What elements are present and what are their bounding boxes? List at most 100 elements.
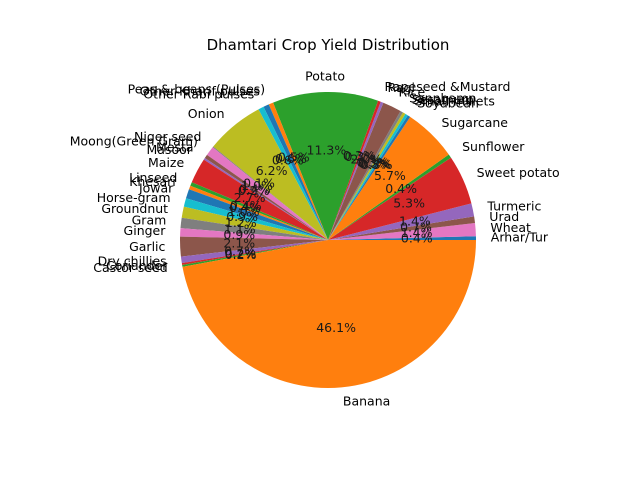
slice-label: Linseed <box>129 170 177 185</box>
slice-label: Jowar <box>138 181 174 196</box>
slice-percent-label: 0.9% <box>226 209 258 224</box>
slice-label: Potato <box>305 69 345 84</box>
pie-slice-ragi <box>328 101 384 241</box>
pie-slice-arhar-tur <box>328 236 476 240</box>
pie-slice-turmeric <box>328 203 475 240</box>
slice-percent-label: 0.3% <box>343 148 375 163</box>
slice-label: Masoor <box>146 142 192 157</box>
slice-label: Other Kharif pulses <box>140 84 260 99</box>
pie-slice-khesari <box>188 185 328 240</box>
slice-percent-label: 0.3% <box>358 155 390 170</box>
slice-percent-label: 0.3% <box>361 157 393 172</box>
slice-label: Gram <box>132 213 167 228</box>
pie-slice-horse-gram <box>183 198 328 240</box>
slice-label: Niger seed <box>134 129 201 144</box>
slice-label: Arhar/Tur <box>491 229 549 244</box>
pie-slice-potato <box>273 91 379 240</box>
pie-slice-urad <box>328 216 476 240</box>
slice-percent-label: 0.1% <box>243 176 275 191</box>
pie-slices <box>180 91 476 388</box>
slice-label: Sannhamp <box>409 90 476 105</box>
slice-label: Onion <box>188 106 225 121</box>
slice-label: Dry chillies <box>98 253 167 268</box>
slice-label: Sunflower <box>462 139 525 154</box>
pie-slice-other-rabi-pulses <box>258 106 328 240</box>
slice-percent-label: 0.2% <box>238 183 270 198</box>
slice-label: Sesamum <box>412 92 474 107</box>
slice-percent-label: 0.7% <box>224 243 256 258</box>
pie-slice-peas-beans-pulses <box>268 102 328 240</box>
pie-slice-garlic <box>180 236 328 257</box>
pie-slice-ginger <box>180 228 328 240</box>
slice-percent-label: 0.3% <box>359 156 391 171</box>
slice-percent-labels: 0.4%1.4%0.7%1.4%5.3%0.4%5.7%0.3%0.3%0.3%… <box>223 143 432 335</box>
slice-label: Ginger <box>124 223 167 238</box>
slice-label: Moong(Green Gram) <box>70 134 198 149</box>
slice-label: Rapeseed &Mustard <box>385 79 511 94</box>
slice-percent-label: 5.7% <box>374 168 406 183</box>
slice-percent-label: 0.7% <box>400 219 432 234</box>
slice-label: Urad <box>489 209 519 224</box>
slice-percent-label: 0.2% <box>225 247 257 262</box>
slice-percent-label: 0.4% <box>239 181 271 196</box>
pie-slice-sunflower <box>328 154 451 240</box>
slice-percent-label: 2.1% <box>223 236 255 251</box>
slice-percent-label: 46.1% <box>316 320 356 335</box>
slice-label: Maize <box>148 155 184 170</box>
slice-percent-label: 11.3% <box>307 143 347 158</box>
pie-slice-moong-green-gram <box>206 147 328 240</box>
pie-slice-sesamum <box>328 112 406 240</box>
slice-percent-label: 1.0% <box>228 204 260 219</box>
pie-slice-wheat <box>328 222 476 240</box>
pie-slice-maize <box>191 159 328 240</box>
slice-label: Rice <box>399 85 426 100</box>
pie-slice-masoor <box>203 158 328 240</box>
slice-percent-label: 6.2% <box>256 163 288 178</box>
pie-slice-jowar <box>186 189 328 240</box>
slice-label: Peas & beans (Pulses) <box>128 81 266 96</box>
slice-label: Coriander <box>106 258 168 273</box>
pie-slice-sweet-potato <box>328 157 472 240</box>
slice-label: Turmeric <box>486 198 541 213</box>
pie-slice-rapeseed-mustard <box>328 100 381 240</box>
pie-slice-linseed <box>190 182 328 240</box>
pie-slice-onion <box>213 109 328 241</box>
slice-label: Mesta <box>156 140 194 155</box>
slice-label: Small millets <box>415 94 495 109</box>
slice-percent-label: 1.0% <box>241 178 273 193</box>
slice-percent-label: 0.3% <box>356 155 388 170</box>
slice-percent-label: 0.4% <box>230 198 262 213</box>
pie-slice-soyabean <box>328 115 411 240</box>
slice-percent-label: 1.2% <box>225 215 257 230</box>
pie-slice-rice <box>328 102 401 240</box>
slice-percent-label: 0.4% <box>385 181 417 196</box>
slice-percent-label: 5.3% <box>393 195 425 210</box>
pie-slice-sugarcane <box>328 116 449 240</box>
pie-slice-sannhamp <box>328 110 403 240</box>
slice-percent-label: 0.3% <box>345 149 377 164</box>
slice-percent-label: 0.4% <box>229 200 261 215</box>
slice-label: Sugarcane <box>442 115 509 130</box>
pie-slice-groundnut <box>181 206 328 240</box>
slice-label: Garlic <box>129 239 165 254</box>
slice-percent-label: 0.2% <box>225 246 257 261</box>
pie-slice-coriander <box>181 240 328 266</box>
pie-slice-small-millets <box>328 113 408 240</box>
pie-slice-banana <box>182 240 476 388</box>
pie-slice-other-kharif-pulses <box>263 104 328 240</box>
slice-label: Khesari <box>129 174 176 189</box>
slice-label: Sweet potato <box>477 165 560 180</box>
pie-slice-castor-seed <box>182 240 328 267</box>
slice-label: Other Rabi pulses <box>143 86 254 101</box>
slice-percent-label: 1.1% <box>224 221 256 236</box>
pie-slice-dry-chillies <box>180 240 328 264</box>
slice-label: Banana <box>343 394 390 409</box>
slice-percent-label: 1.4% <box>401 225 433 240</box>
pie-slice-niger-seed <box>212 146 328 240</box>
slice-percent-label: 0.9% <box>223 227 255 242</box>
slice-percent-label: 0.5% <box>278 150 310 165</box>
slice-percent-label: 2.7% <box>234 190 266 205</box>
chart-title: Dhamtari Crop Yield Distribution <box>207 36 450 54</box>
